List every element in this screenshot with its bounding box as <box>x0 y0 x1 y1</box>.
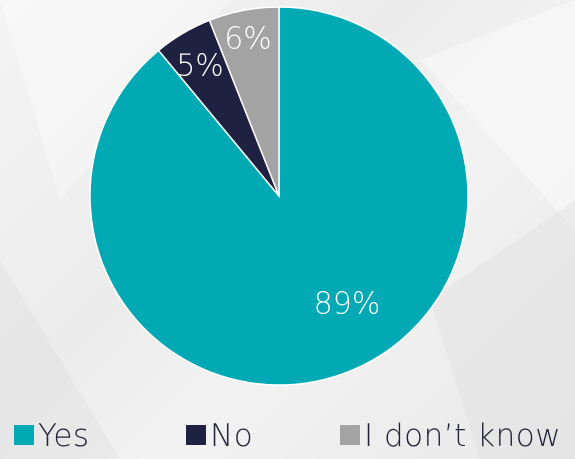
legend-swatch-yes <box>14 425 34 445</box>
legend-label-no: No <box>210 418 254 454</box>
legend-item-no: No <box>186 418 253 454</box>
legend-label-dont-know: I don’t know <box>364 418 562 454</box>
pie-label-yes: 89% <box>314 287 381 322</box>
legend-swatch-no <box>186 425 206 445</box>
pie-slice-dont-know <box>208 6 280 197</box>
pie-slice-labels: 89% 5%6% <box>176 22 380 322</box>
legend-label-yes: Yes <box>38 418 90 454</box>
legend-swatch-dont-know <box>340 425 360 445</box>
legend-item-dont-know: I don’t know <box>340 418 561 454</box>
pie-slices <box>89 6 469 386</box>
pie-label-no: 5% <box>176 49 224 84</box>
chart-legend: Yes No I don’t know <box>14 418 575 454</box>
legend-item-yes: Yes <box>14 418 90 454</box>
pie-label-dont-know: 6% <box>224 22 272 57</box>
